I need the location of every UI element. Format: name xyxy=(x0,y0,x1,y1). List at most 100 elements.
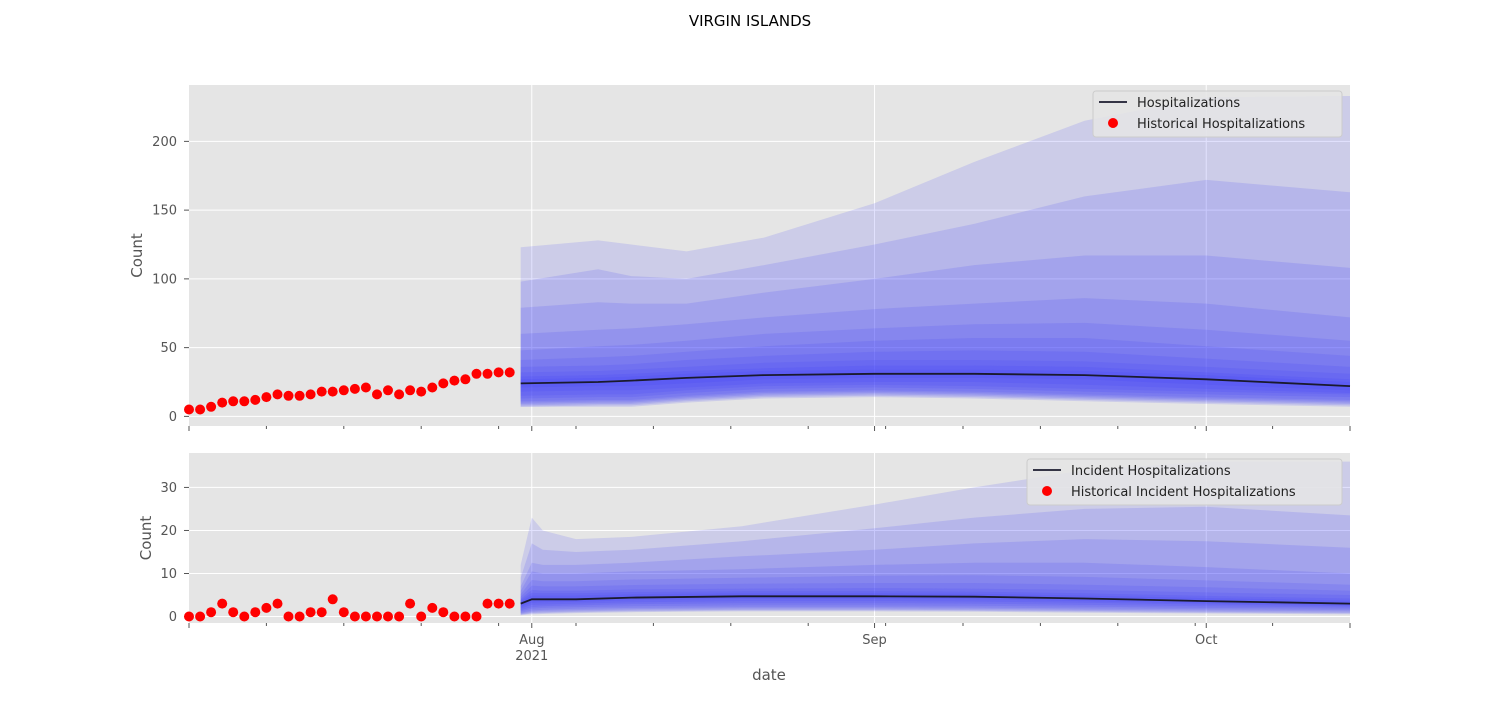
historical-point xyxy=(327,386,338,397)
forecast-band xyxy=(520,591,1350,609)
historical-point xyxy=(493,598,504,609)
historical-point xyxy=(228,396,239,407)
historical-point xyxy=(449,375,460,386)
historical-point xyxy=(316,607,327,618)
historical-point xyxy=(294,390,305,401)
x-tick-sublabel: 2021 xyxy=(515,649,548,664)
legend-marker-swatch xyxy=(1108,118,1118,128)
historical-point xyxy=(283,611,294,622)
historical-point xyxy=(482,598,493,609)
forecast-band xyxy=(520,365,1350,393)
historical-point xyxy=(460,611,471,622)
historical-point xyxy=(438,378,449,389)
x-tick-label: Aug xyxy=(519,633,544,648)
historical-point xyxy=(338,607,349,618)
x-axis-label: date xyxy=(752,666,786,684)
historical-point xyxy=(493,367,504,378)
historical-point xyxy=(482,368,493,379)
legend-label: Hospitalizations xyxy=(1137,96,1240,111)
y-tick-label: 10 xyxy=(160,567,177,582)
forecast-band xyxy=(520,369,1350,391)
historical-point xyxy=(272,598,283,609)
y-tick-label: 150 xyxy=(152,204,177,219)
historical-point xyxy=(460,374,471,385)
historical-point xyxy=(217,598,228,609)
forecast-bands xyxy=(520,461,1350,616)
forecast-band xyxy=(520,575,1350,613)
historical-point xyxy=(217,397,228,408)
legend-box xyxy=(1092,90,1343,138)
historical-point xyxy=(394,611,405,622)
forecast-band xyxy=(520,179,1350,407)
figure-title: VIRGIN ISLANDS xyxy=(689,12,811,30)
historical-points xyxy=(184,594,515,622)
forecast-median-line xyxy=(520,595,1351,605)
historical-point xyxy=(471,368,482,379)
historical-point xyxy=(427,602,438,613)
historical-point xyxy=(305,389,316,400)
historical-point xyxy=(360,611,371,622)
forecast-median-line xyxy=(520,372,1351,387)
historical-point xyxy=(504,598,515,609)
historical-point xyxy=(416,386,427,397)
historical-point xyxy=(349,611,360,622)
forecast-band xyxy=(520,96,1350,407)
forecast-band xyxy=(520,255,1350,406)
y-tick-label: 20 xyxy=(160,524,177,539)
historical-point xyxy=(184,611,194,622)
historical-point xyxy=(349,383,360,394)
legend: Incident Hospitalizations Historical Inci… xyxy=(1026,458,1343,506)
legend-label: Historical Incident Hospitalizations xyxy=(1071,485,1296,500)
forecast-band xyxy=(520,588,1350,611)
chart-panel-1: 0 50 100 150 200 Count Hospitalizations Histori… xyxy=(128,85,1351,431)
legend-box xyxy=(1026,458,1343,506)
historical-point xyxy=(305,607,316,618)
y-tick-label: 30 xyxy=(160,481,177,496)
x-tick-label: Oct xyxy=(1195,633,1217,648)
historical-point xyxy=(427,382,438,393)
historical-point xyxy=(195,611,206,622)
historical-point xyxy=(206,401,217,412)
historical-point xyxy=(294,611,305,622)
historical-point xyxy=(360,382,371,393)
legend-label: Historical Hospitalizations xyxy=(1137,117,1305,132)
forecast-bands xyxy=(520,96,1350,407)
y-tick-label: 50 xyxy=(160,341,177,356)
historical-point xyxy=(504,367,515,378)
forecast-band xyxy=(520,338,1350,402)
y-tick-label: 0 xyxy=(169,410,177,425)
historical-point xyxy=(283,390,294,401)
historical-point xyxy=(405,385,416,396)
y-tick-label: 200 xyxy=(152,135,177,150)
x-ticks xyxy=(188,623,1351,628)
x-tick-label: Sep xyxy=(862,633,887,648)
historical-point xyxy=(416,611,427,622)
historical-point xyxy=(383,611,393,622)
historical-point xyxy=(206,607,217,618)
historical-point xyxy=(272,389,283,400)
historical-point xyxy=(239,396,250,407)
y-axis-label: Count xyxy=(137,516,155,561)
y-tick-label: 0 xyxy=(169,610,177,625)
forecast-band xyxy=(520,360,1350,396)
historical-point xyxy=(327,594,338,605)
historical-point xyxy=(250,607,261,618)
legend-label: Incident Hospitalizations xyxy=(1071,464,1231,479)
historical-point xyxy=(228,607,239,618)
y-tick-label: 100 xyxy=(152,272,177,287)
historical-point xyxy=(184,404,194,415)
legend: Hospitalizations Historical Hospitalizati… xyxy=(1092,90,1343,138)
historical-point xyxy=(471,611,482,622)
historical-point xyxy=(338,385,349,396)
legend-marker-swatch xyxy=(1042,486,1052,496)
forecast-band xyxy=(520,322,1350,403)
historical-point xyxy=(239,611,250,622)
forecast-band xyxy=(520,506,1350,615)
x-ticks xyxy=(188,426,1351,431)
historical-point xyxy=(405,598,416,609)
historical-point xyxy=(383,385,393,396)
historical-point xyxy=(438,607,449,618)
historical-point xyxy=(394,389,405,400)
